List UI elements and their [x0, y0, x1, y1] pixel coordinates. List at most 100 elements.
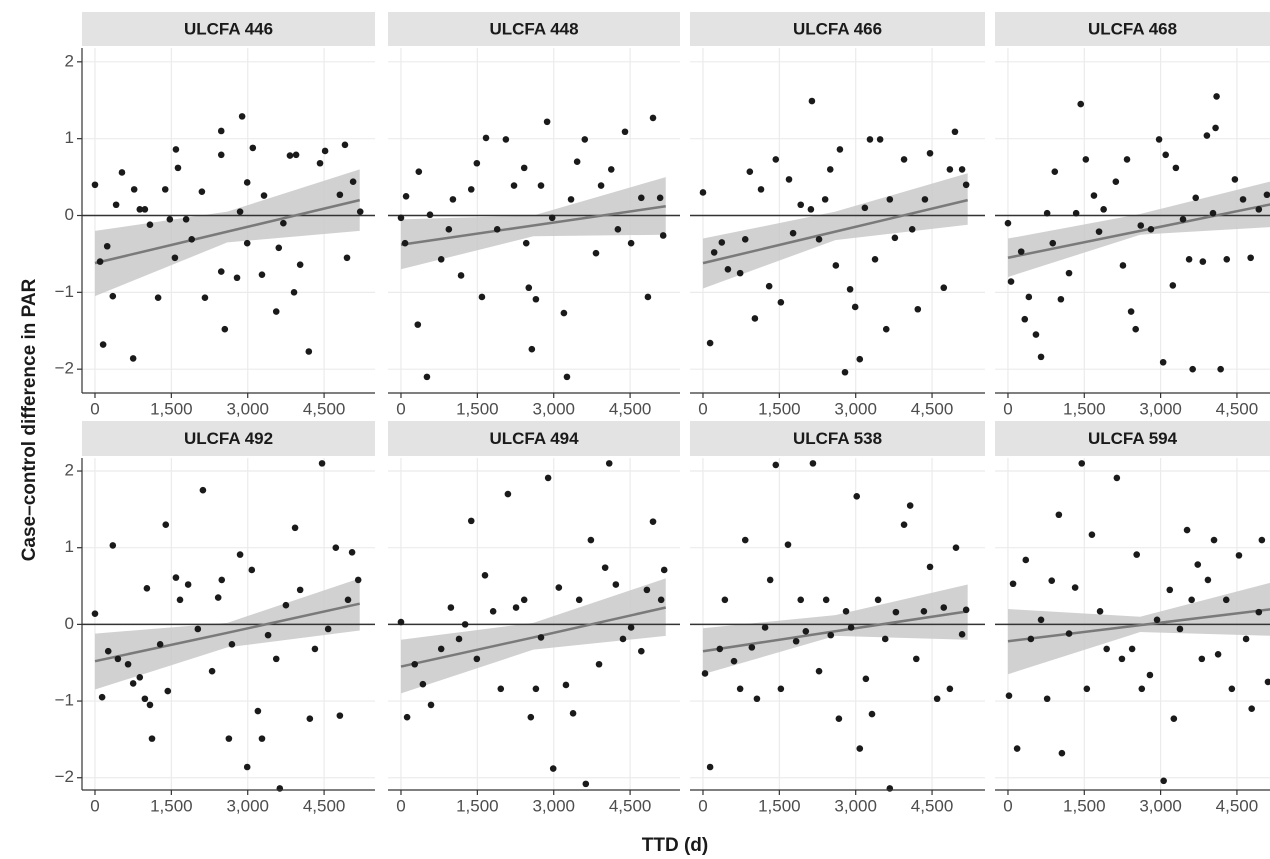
x-tick-label: 0 [1003, 796, 1012, 815]
point [172, 146, 180, 153]
point [136, 673, 144, 681]
x-tick-label: 1,500 [150, 399, 193, 418]
point [243, 239, 251, 247]
point [582, 780, 590, 788]
point [290, 289, 298, 296]
point [1198, 655, 1206, 663]
point [344, 596, 352, 604]
point [1013, 745, 1021, 752]
point [815, 667, 823, 675]
point [1058, 749, 1066, 757]
x-tick-label: 3,000 [834, 399, 877, 418]
point [1192, 194, 1200, 202]
x-tick-label: 0 [698, 796, 707, 815]
x-tick-label: 3,000 [834, 796, 877, 815]
point [336, 712, 344, 719]
y-tick-label: −1 [55, 691, 74, 710]
point [236, 551, 244, 558]
point [136, 206, 144, 213]
point [249, 144, 257, 152]
point [920, 608, 928, 615]
point [104, 647, 112, 655]
point [324, 625, 332, 633]
point [1022, 556, 1030, 564]
point [751, 315, 759, 322]
point [130, 186, 138, 193]
x-tick-label: 1,500 [758, 796, 801, 815]
point [701, 670, 709, 677]
point [563, 373, 571, 381]
point [777, 299, 785, 306]
point [842, 608, 850, 615]
x-tick-label: 1,500 [758, 399, 801, 418]
point [1083, 685, 1091, 693]
point [199, 486, 207, 494]
fit-line [702, 610, 968, 653]
point [217, 151, 225, 159]
point [1228, 685, 1236, 693]
x-tick-label: 0 [90, 796, 99, 815]
panel-title: ULCFA 446 [184, 19, 273, 38]
y-tick-label: −1 [55, 282, 74, 301]
point [401, 239, 409, 247]
point [291, 524, 299, 532]
point [527, 713, 535, 721]
point [161, 186, 169, 193]
point [777, 685, 785, 693]
point [962, 181, 970, 189]
y-tick-label: 1 [65, 537, 74, 556]
point [1153, 616, 1161, 624]
point [1090, 192, 1098, 199]
point [243, 763, 251, 771]
y-tick-label: 2 [65, 461, 74, 480]
point [605, 460, 613, 467]
point [789, 229, 797, 237]
point [489, 608, 497, 615]
point [643, 586, 651, 594]
point [426, 211, 434, 219]
point [473, 159, 481, 167]
point [601, 564, 609, 571]
point [1258, 536, 1266, 544]
x-tick-label: 4,500 [1216, 796, 1259, 815]
point [532, 295, 540, 303]
point [1204, 576, 1212, 584]
strip [388, 12, 680, 46]
point [1235, 552, 1243, 559]
point [1088, 531, 1096, 538]
point [397, 214, 405, 222]
confidence-band [702, 584, 968, 675]
point [171, 254, 179, 262]
point [1199, 258, 1207, 265]
point [548, 214, 556, 222]
point [1123, 156, 1131, 163]
point [876, 136, 884, 143]
point [1025, 293, 1033, 301]
y-tick-label: 2 [65, 51, 74, 70]
point [532, 685, 540, 693]
point [1082, 156, 1090, 163]
point [627, 624, 635, 631]
x-tick-label: 1,500 [1063, 796, 1106, 815]
point [356, 208, 364, 215]
point [1112, 178, 1120, 185]
point [656, 194, 664, 202]
point [638, 647, 645, 655]
x-tick-label: 1,500 [1063, 399, 1106, 418]
point [826, 166, 834, 173]
point [809, 460, 817, 467]
point [753, 695, 761, 703]
confidence-band [400, 578, 666, 694]
x-tick-label: 3,000 [532, 796, 575, 815]
fit-line [94, 602, 360, 663]
point [349, 178, 357, 185]
point [348, 549, 356, 556]
point [952, 544, 960, 552]
point [188, 236, 196, 243]
point [846, 285, 854, 293]
point [504, 490, 512, 498]
point [1239, 196, 1247, 203]
point [856, 355, 864, 363]
point [946, 166, 954, 173]
point [225, 735, 233, 742]
